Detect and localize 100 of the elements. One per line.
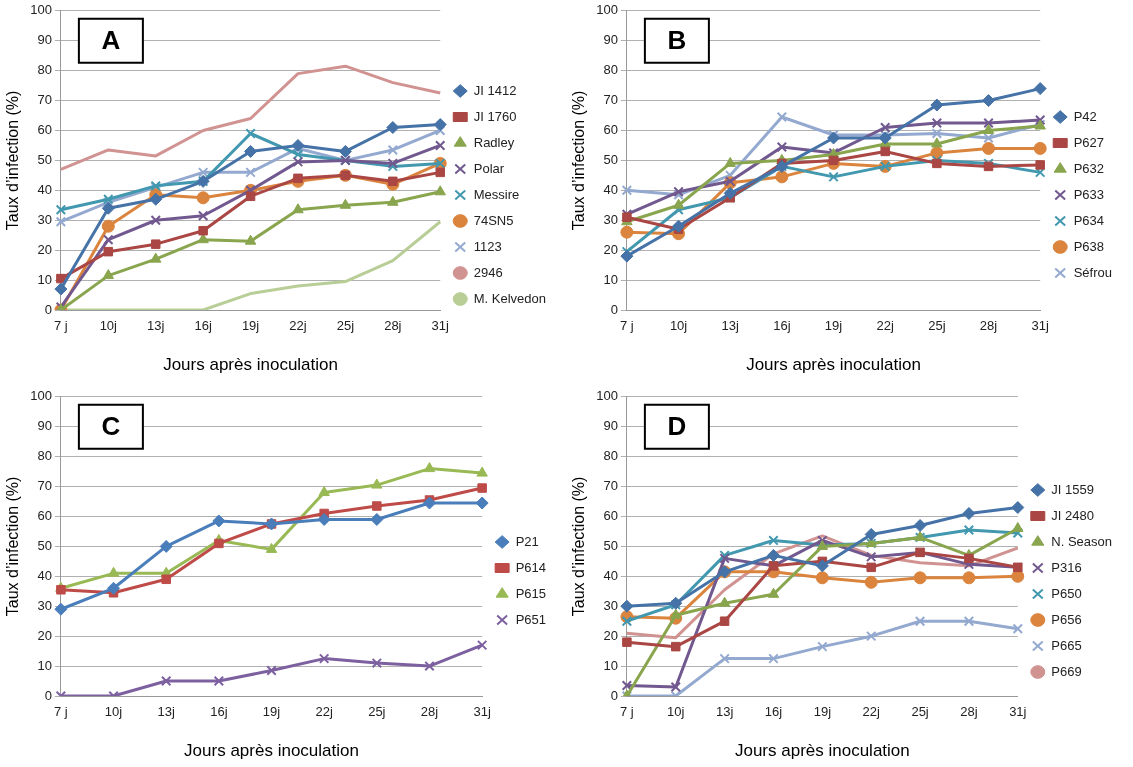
y-tick-label: 70 (37, 92, 52, 108)
y-tick-label: 70 (603, 92, 618, 108)
legend-label: M. Kelvedon (473, 290, 546, 306)
x-tick-label: 31j (1031, 318, 1049, 334)
y-tick-label: 50 (603, 151, 618, 167)
legend-label: P634 (1073, 212, 1105, 228)
legend-label: Messire (473, 186, 520, 202)
y-axis-title: Taux d’infection (%) (4, 90, 22, 231)
legend-label: P21 (515, 533, 539, 549)
y-tick-label: 90 (37, 418, 52, 434)
x-tick-label: 28j (979, 318, 998, 334)
legend-label: P615 (515, 585, 547, 601)
x-tick-label: 7 j (620, 318, 634, 334)
y-tick-label: 0 (44, 301, 52, 317)
y-tick-label: 10 (603, 271, 618, 287)
y-tick-label: 60 (37, 122, 52, 138)
text: C (101, 410, 121, 441)
legend-label: 2946 (473, 264, 503, 280)
y-tick-label: 10 (37, 657, 52, 673)
legend-label: JI 1559 (1051, 481, 1094, 497)
x-tick-label: 19j (241, 318, 260, 334)
x-tick-label: 16j (773, 318, 791, 334)
x-tick-label: 13j (721, 318, 739, 334)
y-tick-label: 70 (603, 478, 618, 494)
x-tick-label: 22j (876, 318, 894, 334)
legend-label: P316 (1051, 559, 1082, 575)
y-tick-label: 60 (603, 122, 618, 138)
y-tick-label: 40 (37, 181, 52, 197)
legend-label: P656 (1051, 611, 1082, 627)
x-tick-label: 13j (147, 318, 165, 334)
legend-label: P669 (1051, 663, 1082, 679)
y-tick-label: 80 (37, 62, 52, 78)
x-tick-label: 25j (368, 704, 386, 720)
legend-label: Polar (473, 160, 505, 176)
legend-label: N. Season (1051, 533, 1112, 549)
x-tick-label: 7 j (54, 318, 68, 334)
legend-label: 74SN5 (473, 212, 514, 228)
legend-label: P627 (1073, 134, 1105, 150)
y-tick-label: 30 (37, 597, 52, 613)
y-tick-label: 30 (37, 211, 52, 227)
x-tick-label: 22j (289, 318, 307, 334)
text: B (667, 24, 687, 55)
legend-label: P651 (515, 611, 547, 627)
legend-label: P638 (1073, 238, 1105, 254)
x-tick-label: 31j (1009, 704, 1027, 720)
x-tick-label: 10j (669, 318, 688, 334)
x-tick-label: 7 j (54, 704, 68, 720)
y-tick-label: 100 (596, 2, 618, 18)
x-tick-label: 28j (960, 704, 978, 720)
x-tick-label: 22j (862, 704, 880, 720)
x-tick-label: 25j (928, 318, 946, 334)
x-tick-label: 25j (911, 704, 929, 720)
x-tick-label: 22j (315, 704, 333, 720)
legend-label: P614 (515, 559, 547, 575)
x-tick-label: 19j (262, 704, 281, 720)
y-axis-title: Taux d’infection (%) (570, 476, 588, 617)
y-tick-label: 40 (603, 181, 618, 197)
x-tick-label: 16j (194, 318, 212, 334)
y-tick-label: 50 (37, 537, 52, 553)
y-tick-label: 20 (603, 241, 618, 257)
x-tick-label: 10j (99, 318, 118, 334)
x-tick-label: 28j (420, 704, 439, 720)
y-tick-label: 50 (603, 537, 618, 553)
x-axis-title: Jours après inoculation (184, 741, 359, 761)
y-tick-label: 30 (603, 211, 618, 227)
legend-label: JI 1760 (473, 108, 517, 124)
y-tick-label: 20 (37, 241, 52, 257)
y-tick-label: 60 (603, 508, 618, 524)
y-tick-label: 90 (603, 418, 618, 434)
legend-label: Radley (473, 134, 515, 150)
y-tick-label: 80 (603, 62, 618, 78)
y-tick-label: 0 (610, 301, 618, 317)
y-tick-label: 30 (603, 597, 618, 613)
legend-label: P665 (1051, 637, 1082, 653)
x-tick-label: 13j (157, 704, 175, 720)
x-axis-title: Jours après inoculation (734, 741, 910, 761)
y-tick-label: 80 (37, 448, 52, 464)
x-tick-label: 16j (764, 704, 783, 720)
x-axis-title: Jours après inoculation (746, 355, 921, 375)
x-tick-label: 19j (813, 704, 832, 720)
y-axis-title: Taux d’infection (%) (4, 476, 22, 617)
legend-label: Séfrou (1073, 264, 1113, 280)
y-tick-label: 20 (37, 627, 52, 643)
y-tick-label: 40 (37, 567, 52, 583)
y-tick-label: 70 (37, 478, 52, 494)
y-tick-label: 40 (603, 567, 618, 583)
y-axis-title: Taux d’infection (%) (570, 90, 588, 231)
text: A (101, 24, 121, 55)
x-tick-label: 10j (667, 704, 685, 720)
x-axis-title: Jours après inoculation (163, 355, 338, 375)
y-tick-label: 10 (603, 657, 618, 673)
x-tick-label: 28j (384, 318, 402, 334)
text: D (667, 410, 687, 441)
y-tick-label: 100 (596, 388, 618, 404)
y-tick-label: 100 (30, 388, 52, 404)
x-tick-label: 25j (336, 318, 355, 334)
y-tick-label: 100 (30, 2, 52, 18)
x-tick-label: 13j (715, 704, 734, 720)
y-tick-label: 10 (37, 271, 52, 287)
y-tick-label: 60 (37, 508, 52, 524)
